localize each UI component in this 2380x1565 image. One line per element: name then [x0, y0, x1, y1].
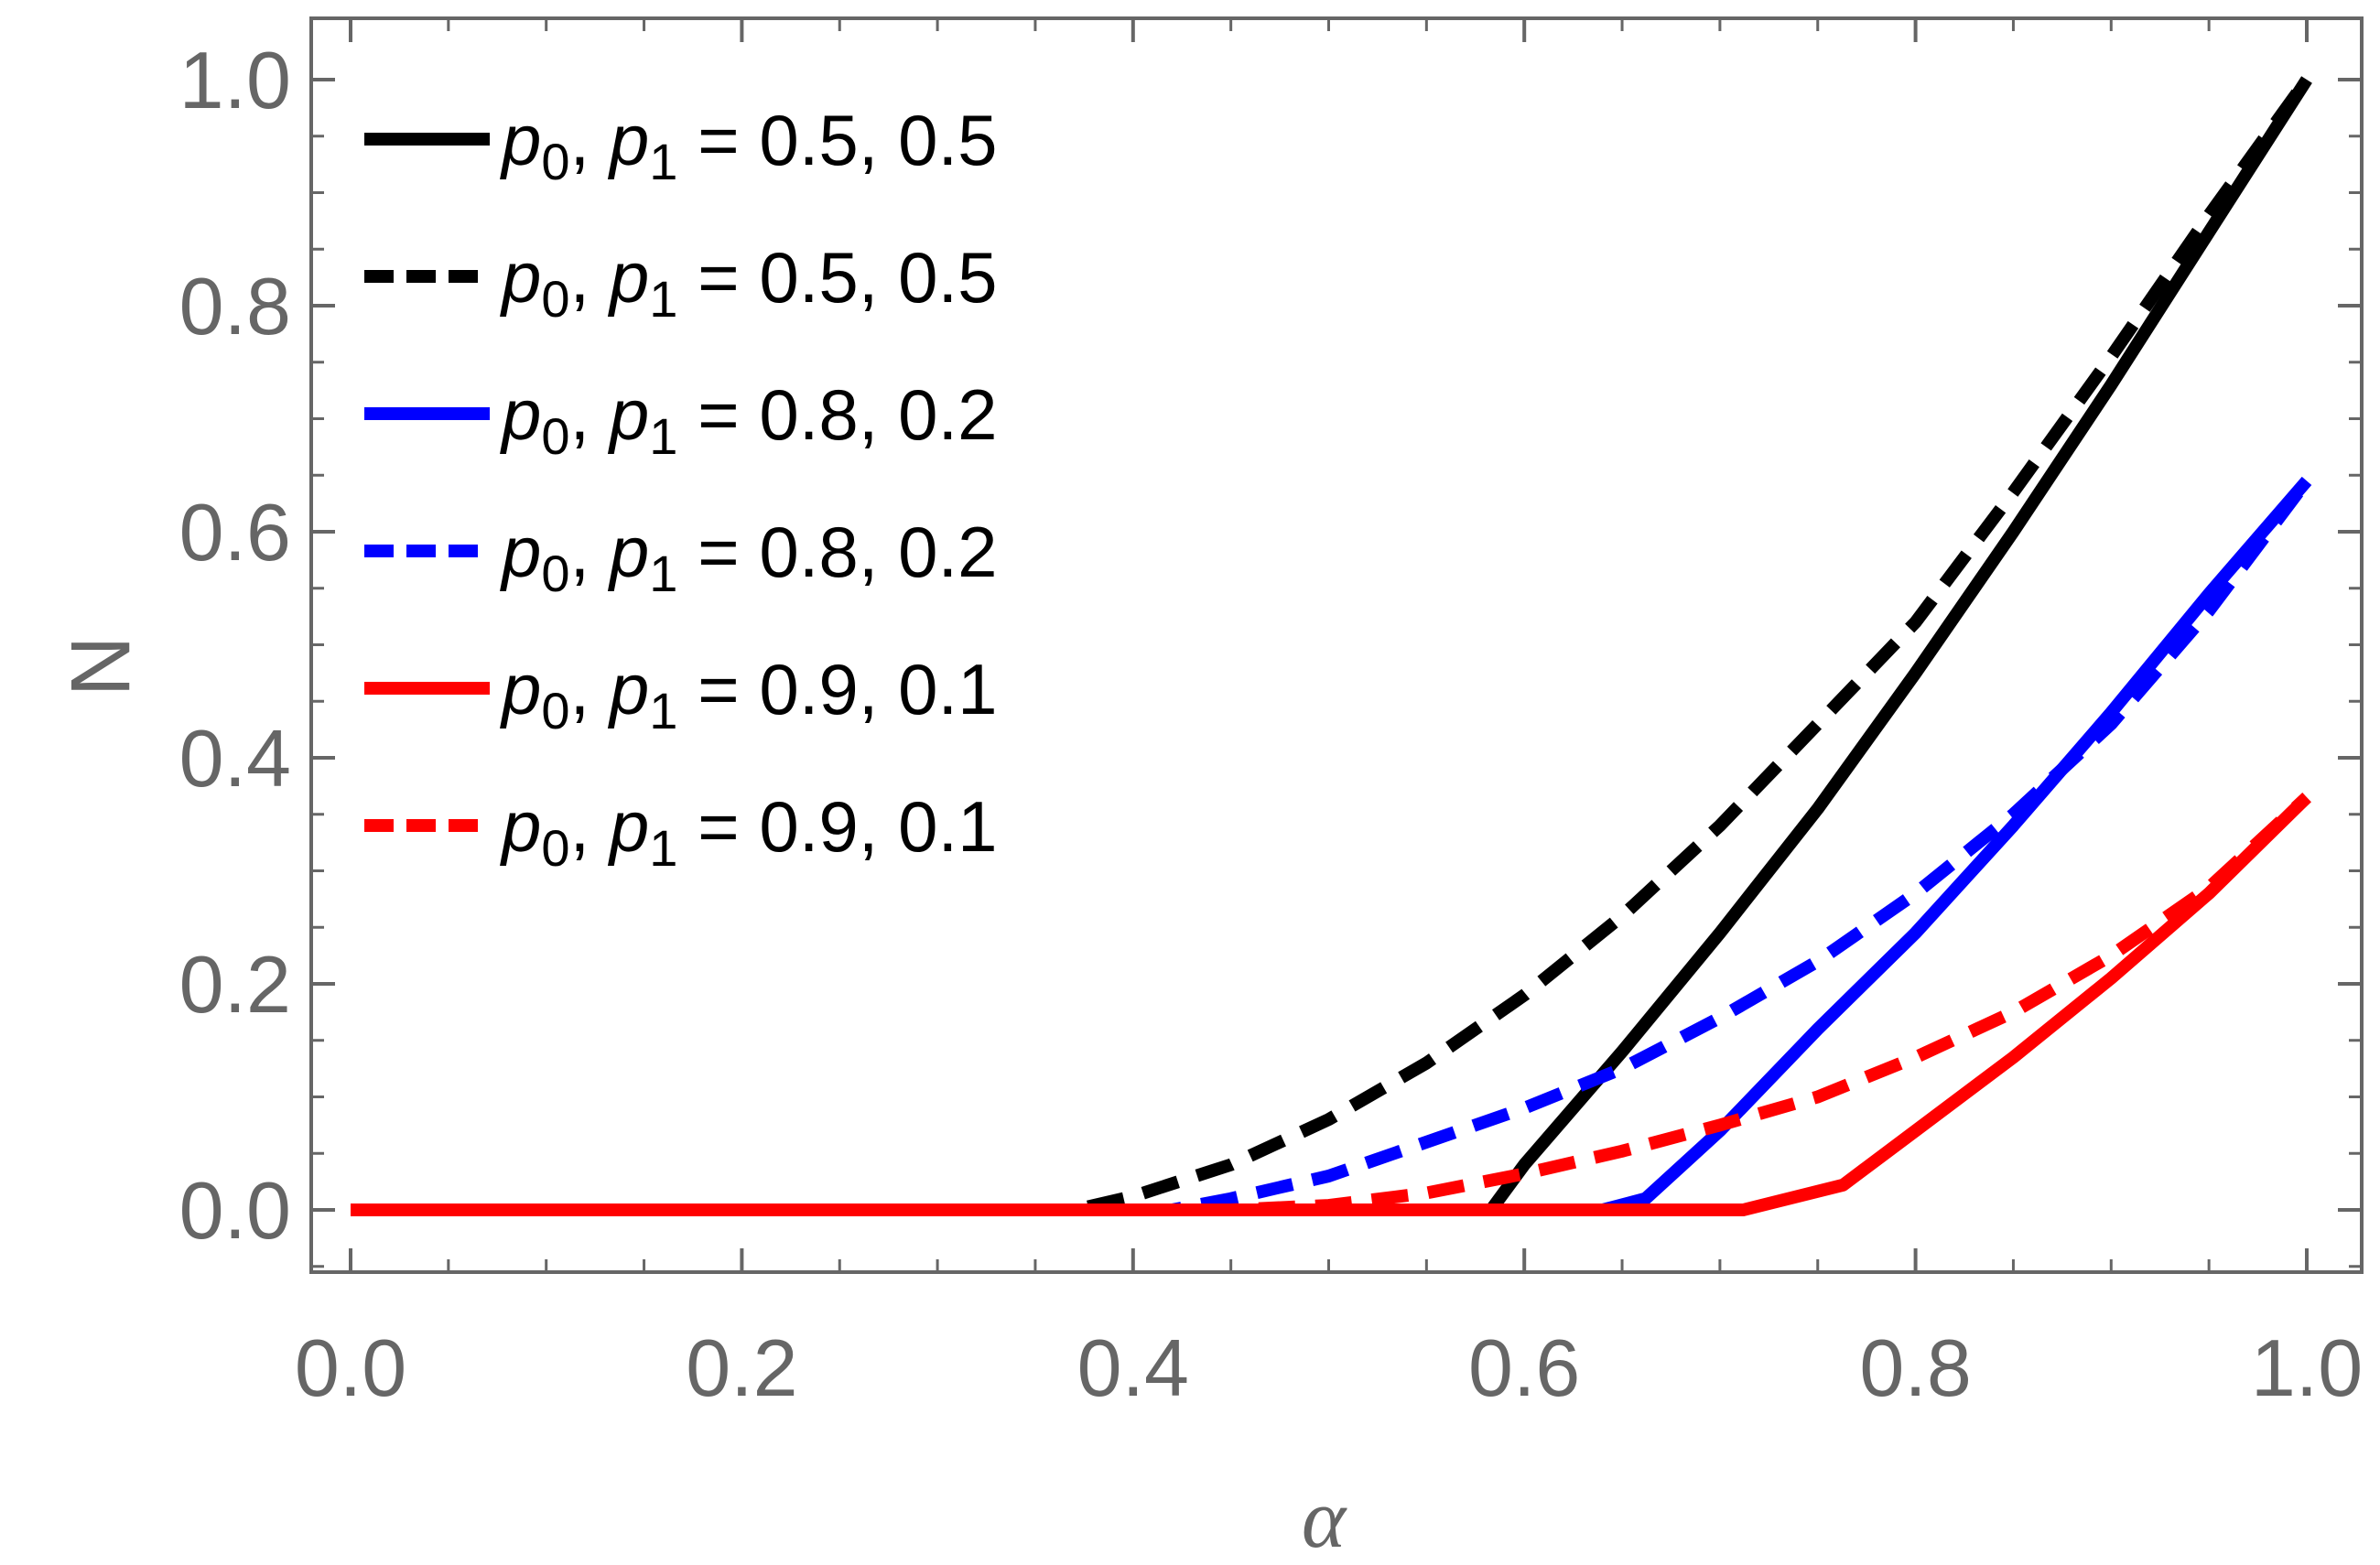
- x-axis-label: α: [1302, 1472, 1347, 1565]
- series-line-6-dashed: [351, 793, 2311, 1216]
- x-tick-label: 0.6: [1468, 1322, 1580, 1413]
- series-line-2-dashed: [351, 75, 2312, 1216]
- y-tick-label: 0.0: [179, 1165, 291, 1256]
- x-tick-label: 0.4: [1077, 1322, 1189, 1413]
- x-tick-label: 0.2: [686, 1322, 797, 1413]
- series-line-4-dashed: [351, 477, 2312, 1216]
- legend-entry-1: p0, p1 = 0.5, 0.5: [500, 100, 998, 190]
- y-tick-label: 0.6: [179, 487, 291, 577]
- y-axis-label: N: [53, 636, 146, 696]
- legend: p0, p1 = 0.5, 0.5 p0, p1 = 0.5, 0.5 p0, p1…: [364, 100, 998, 877]
- plot-border: [309, 16, 2364, 1274]
- y-tick-label: 0.2: [179, 939, 291, 1030]
- x-tick-label: 1.0: [2251, 1322, 2363, 1413]
- series-line-5-solid: [351, 793, 2311, 1216]
- legend-entry-3: p0, p1 = 0.8, 0.2: [500, 374, 998, 465]
- series-layer: [351, 75, 2312, 1216]
- legend-entry-4: p0, p1 = 0.8, 0.2: [500, 512, 998, 602]
- x-axis: 0.0 0.2 0.4 0.6 0.8 1.0: [295, 18, 2363, 1413]
- legend-entry-6: p0, p1 = 0.9, 0.1: [500, 786, 998, 877]
- legend-entry-5: p0, p1 = 0.9, 0.1: [500, 649, 998, 739]
- plot-frame: [309, 16, 2364, 1274]
- y-tick-label: 1.0: [179, 35, 291, 125]
- x-tick-label: 0.8: [1859, 1322, 1971, 1413]
- y-axis: 0.0 0.2 0.4 0.6 0.8 1.0: [179, 35, 2362, 1268]
- legend-entry-2: p0, p1 = 0.5, 0.5: [500, 237, 998, 328]
- y-tick-label: 0.4: [179, 713, 291, 804]
- y-tick-label: 0.8: [179, 261, 291, 351]
- x-tick-label: 0.0: [295, 1322, 406, 1413]
